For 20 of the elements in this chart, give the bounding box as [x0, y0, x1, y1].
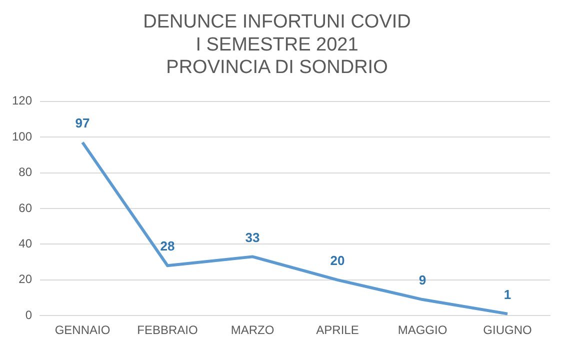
y-tick-label: 80 [18, 165, 32, 180]
data-label: 97 [75, 116, 90, 131]
x-tick-label: GENNAIO [54, 323, 110, 338]
y-tick-label: 120 [12, 94, 32, 108]
data-label: 28 [160, 238, 175, 254]
y-tick-label: 0 [25, 308, 32, 322]
data-label: 33 [245, 230, 260, 245]
x-tick-label: FEBBRAIO [137, 323, 198, 338]
x-tick-label: MARZO [230, 323, 274, 338]
data-label: 20 [330, 252, 345, 268]
data-label: 9 [418, 272, 426, 288]
x-tick-label: GIUGNO [483, 323, 532, 338]
chart-title: DENUNCE INFORTUNI COVID I SEMESTRE 2021 PROVINCIA DI SONDRIO [143, 12, 411, 78]
y-tick-label: 100 [12, 129, 32, 144]
x-tick-label: MAGGIO [398, 323, 448, 338]
y-tick-label: 60 [18, 200, 32, 215]
data-label: 1 [504, 286, 512, 302]
x-tick-label: APRILE [316, 323, 359, 338]
y-tick-label: 20 [18, 272, 32, 286]
y-tick-label: 40 [18, 236, 32, 251]
